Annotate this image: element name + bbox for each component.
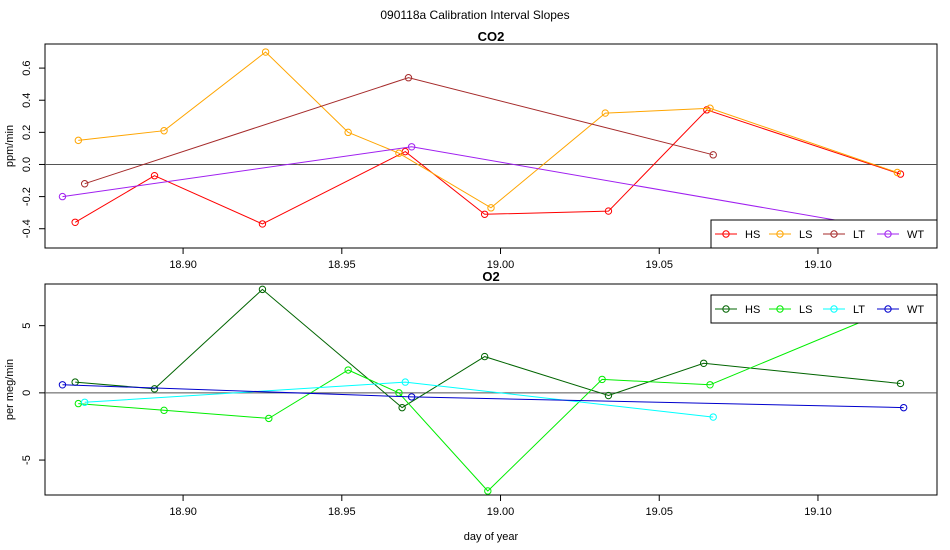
o2-plot-frame xyxy=(44,283,938,496)
o2-y-tick-label: 5 xyxy=(21,323,33,329)
co2-y-axis-label: ppm/min xyxy=(4,125,16,167)
co2-series-group xyxy=(58,48,908,236)
o2-y-tick-label: -5 xyxy=(21,455,33,465)
co2-series-lt-point xyxy=(404,74,413,82)
co2-x-tick-label: 19.00 xyxy=(487,259,515,271)
co2-legend-label: HS xyxy=(745,229,760,241)
o2-panel-title: O2 xyxy=(482,269,499,284)
co2-plot-frame xyxy=(44,43,938,249)
o2-legend-swatch-marker xyxy=(884,305,892,313)
co2-y-tick-label: -0.2 xyxy=(21,187,33,206)
o2-series-wt-point xyxy=(899,403,908,412)
co2-series-ls-point xyxy=(344,128,352,137)
co2-x-tick-label: 19.05 xyxy=(645,259,673,271)
o2-legend-swatch-marker xyxy=(830,305,838,313)
o2-series-ls-line xyxy=(78,307,895,492)
o2-x-axis-label: day of year xyxy=(464,531,519,543)
co2-legend-label: LT xyxy=(853,229,865,241)
o2-legend-label: LT xyxy=(853,304,865,316)
co2-legend: HS LS LT WT xyxy=(710,219,938,249)
o2-series-hs-point xyxy=(699,359,708,367)
co2-legend-label: LS xyxy=(799,229,812,241)
co2-y-tick-label: 0.0 xyxy=(21,157,33,172)
o2-series-group xyxy=(58,285,908,495)
co2-y-tick-label: -0.4 xyxy=(21,219,33,238)
o2-series-ls-point xyxy=(344,366,352,374)
co2-series-ls-point xyxy=(601,109,609,117)
co2-series-wt-point xyxy=(58,192,67,201)
co2-legend-swatch-marker xyxy=(884,230,892,238)
co2-series-hs-line xyxy=(74,109,901,225)
o2-series-lt-point xyxy=(709,413,717,421)
co2-x-tick-label: 18.90 xyxy=(169,259,197,271)
co2-panel-title: CO2 xyxy=(478,29,505,44)
co2-legend-label: WT xyxy=(907,229,924,241)
co2-series-hs-point xyxy=(71,218,79,226)
o2-series-hs-point xyxy=(258,285,267,294)
co2-series-ls-point xyxy=(74,136,83,145)
o2-series-lt-point xyxy=(401,378,409,386)
o2-x-tick-label: 18.90 xyxy=(169,506,197,518)
o2-series-lt-point xyxy=(80,398,89,406)
page-title: 090118a Calibration Interval Slopes xyxy=(380,8,569,22)
o2-y-axis-label: per meg/min xyxy=(4,359,16,420)
o2-legend: HS LS LT WT xyxy=(710,294,938,324)
o2-legend-swatch-marker xyxy=(722,305,730,313)
o2-legend-label: WT xyxy=(907,304,924,316)
co2-series-lt-point xyxy=(80,180,89,188)
o2-series-lt-line xyxy=(84,381,714,418)
o2-panel: O2 18.90 18.95 19.00 19.05 19.10 -5 0 5 per meg/m… xyxy=(4,269,938,543)
co2-series-ls-point xyxy=(893,168,902,177)
co2-x-tick-label: 18.95 xyxy=(328,259,356,271)
o2-legend-label: HS xyxy=(745,304,760,316)
o2-legend-label: LS xyxy=(799,304,812,316)
co2-legend-swatch-marker xyxy=(830,230,838,238)
o2-series-hs-point xyxy=(896,379,905,388)
co2-series-wt-point xyxy=(407,143,416,151)
o2-y-tick-label: 0 xyxy=(21,390,33,396)
co2-x-tick-label: 19.10 xyxy=(804,259,832,271)
o2-series-ls-point xyxy=(598,375,606,384)
o2-series-ls-point xyxy=(160,406,168,415)
o2-series-ls-point xyxy=(706,381,714,389)
co2-series-ls-point xyxy=(261,48,270,56)
o2-x-tick-label: 19.00 xyxy=(487,506,515,518)
o2-series-wt-point xyxy=(58,381,67,389)
co2-series-ls-line xyxy=(78,51,898,209)
o2-series-hs-point xyxy=(604,391,613,400)
o2-x-tick-label: 19.10 xyxy=(804,506,832,518)
o2-x-tick-label: 19.05 xyxy=(645,506,673,518)
co2-series-hs-point xyxy=(258,220,267,228)
o2-x-tick-label: 18.95 xyxy=(328,506,356,518)
co2-series-lt-point xyxy=(709,151,717,159)
co2-series-ls-point xyxy=(487,204,495,212)
o2-legend-swatch-marker xyxy=(776,305,784,313)
o2-series-ls-point xyxy=(484,487,492,495)
o2-series-hs-point xyxy=(398,403,406,412)
co2-panel: CO2 18.90 18.95 19.00 19.05 19.10 -0.4 -0.2 0.0 0… xyxy=(4,29,938,271)
o2-series-hs-point xyxy=(150,385,159,393)
co2-y-tick-label: 0.4 xyxy=(21,93,33,108)
o2-series-wt-line xyxy=(62,384,904,409)
co2-series-lt-line xyxy=(84,77,714,185)
o2-series-hs-line xyxy=(75,288,901,409)
o2-series-wt-point xyxy=(407,393,416,401)
co2-legend-swatch-marker xyxy=(776,230,784,238)
co2-y-tick-label: 0.2 xyxy=(21,125,33,140)
co2-series-hs-point xyxy=(480,210,489,218)
co2-series-ls-point xyxy=(706,104,714,112)
co2-y-tick-label: 0.6 xyxy=(21,60,33,75)
co2-series-hs-point xyxy=(604,207,613,215)
co2-series-wt-line xyxy=(62,146,904,233)
co2-series-ls-point xyxy=(395,149,403,157)
co2-series-ls-point xyxy=(160,127,168,135)
co2-legend-swatch-marker xyxy=(722,230,730,238)
co2-series-hs-point xyxy=(150,172,159,180)
o2-series-hs-point xyxy=(480,352,489,361)
o2-series-ls-point xyxy=(265,414,273,423)
